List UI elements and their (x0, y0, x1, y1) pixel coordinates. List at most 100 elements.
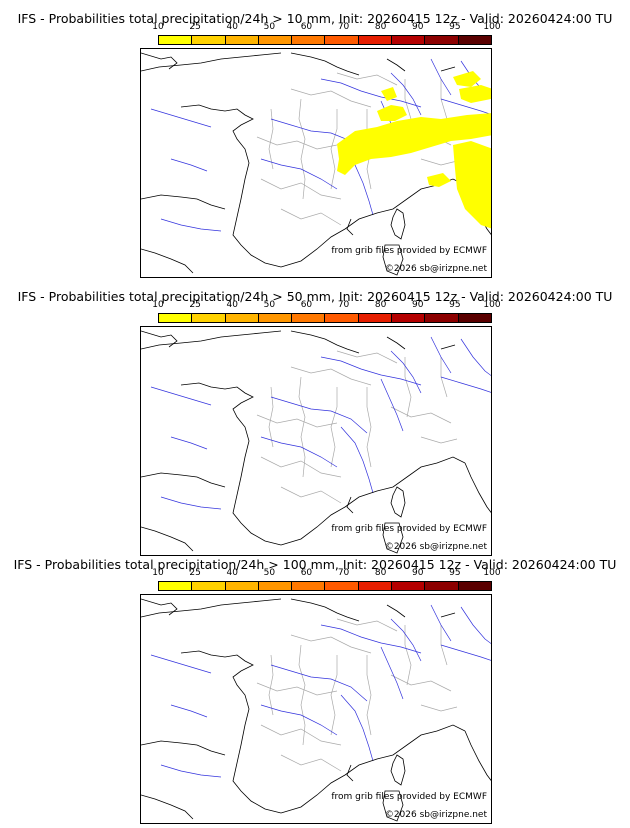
map-frame: from grib files provided by ECMWF ©2026 … (140, 48, 492, 278)
colorbar-segment (192, 582, 226, 590)
river-line (150, 654, 212, 674)
coastline (386, 604, 406, 618)
coastline (141, 52, 178, 70)
coastline (386, 336, 406, 350)
admin-border-line (330, 109, 338, 190)
colorbar (158, 313, 492, 323)
copyright-credit: ©2026 sb@irizpne.net (384, 542, 487, 552)
colorbar-segment (258, 582, 293, 590)
coastline (141, 740, 226, 756)
admin-border-line (420, 436, 458, 444)
colorbar-tick-label: 95 (449, 22, 461, 32)
colorbar-tick-label: 100 (483, 300, 501, 310)
colorbar-tick-label: 40 (226, 22, 238, 32)
coastline (390, 208, 406, 240)
river-line (270, 396, 368, 434)
colorbar-tick-label: 90 (412, 300, 424, 310)
admin-border-line (420, 704, 458, 712)
admin-border-line (390, 674, 452, 692)
admin-border-line (336, 350, 398, 364)
river-line (260, 158, 338, 190)
coastline (382, 790, 404, 822)
admin-border-line (256, 414, 338, 428)
colorbar-segment (325, 314, 359, 322)
copyright-credit: ©2026 sb@irizpne.net (384, 264, 487, 274)
colorbar-tick-label: 100 (483, 22, 501, 32)
colorbar-tick-label: 70 (337, 22, 350, 32)
coastline (390, 486, 406, 518)
coastline (346, 764, 354, 782)
colorbar (158, 581, 492, 591)
colorbar-tick-label: 80 (374, 300, 387, 310)
precip-area-vosges (381, 87, 397, 101)
colorbar-segment (358, 36, 393, 44)
river-line (170, 158, 208, 172)
coastline (141, 52, 282, 72)
admin-border-line (280, 208, 342, 226)
colorbar-segment (258, 314, 293, 322)
admin-border-line (390, 406, 452, 424)
coastline (382, 522, 404, 554)
admin-border-line (280, 486, 342, 504)
coastline (280, 456, 466, 546)
admin-border-line (268, 654, 274, 716)
river-line (320, 78, 422, 108)
colorbar-tick-label: 80 (374, 22, 387, 32)
colorbar-segment (325, 582, 359, 590)
panel-title: IFS - Probabilities total precipitation/… (17, 11, 613, 26)
coastline (440, 344, 456, 350)
coastline (290, 52, 360, 76)
colorbar-tick-label: 50 (263, 300, 276, 310)
colorbar-ticks: 10 25 40 50 60 70 80 90 95 100 (152, 22, 500, 34)
coastline (382, 244, 404, 276)
coastline (280, 724, 466, 814)
colorbar-segment (392, 36, 426, 44)
colorbar-segment (159, 582, 193, 590)
colorbar-tick-label: 25 (189, 300, 201, 310)
river-line (320, 356, 422, 386)
colorbar-tick-label: 40 (226, 300, 238, 310)
coastline (290, 330, 360, 354)
precip-area-germany (453, 71, 481, 87)
admin-border-line (336, 72, 398, 86)
source-credit: from grib files provided by ECMWF (331, 792, 487, 802)
coastline (180, 104, 282, 268)
colorbar-segment (425, 582, 459, 590)
river-line (260, 436, 338, 468)
river-line (160, 496, 222, 510)
admin-border-line (260, 456, 342, 478)
colorbar-segment (225, 582, 259, 590)
colorbar-tick-label: 95 (449, 568, 461, 578)
panel-title: IFS - Probabilities total precipitation/… (13, 557, 617, 572)
coastline (464, 730, 491, 781)
river-line (380, 646, 404, 700)
colorbar-segment (159, 36, 193, 44)
river-line (460, 338, 491, 376)
river-line (390, 350, 422, 394)
coastline (141, 330, 282, 350)
coastline (440, 612, 456, 618)
colorbar-tick-label: 10 (152, 300, 164, 310)
admin-border-line (256, 682, 338, 696)
river-line (340, 426, 374, 494)
river-line (260, 704, 338, 736)
colorbar-tick-label: 50 (263, 22, 276, 32)
colorbar-tick-label: 100 (483, 568, 501, 578)
admin-border-line (366, 655, 372, 736)
admin-border-line (404, 625, 412, 686)
admin-border-line (420, 158, 458, 166)
river-line (440, 376, 491, 393)
river-line (380, 378, 404, 432)
admin-border-line (290, 634, 372, 654)
colorbar-segment (358, 314, 393, 322)
colorbar-segment (225, 314, 259, 322)
colorbar-tick-label: 95 (449, 300, 461, 310)
coastline (440, 66, 456, 72)
colorbar-tick-label: 50 (263, 568, 276, 578)
river-line (150, 386, 212, 406)
panel-title: IFS - Probabilities total precipitation/… (17, 289, 613, 304)
river-line (390, 72, 422, 116)
river-line (170, 704, 208, 718)
admin-border-line (298, 98, 306, 200)
admin-border-line (280, 754, 342, 772)
